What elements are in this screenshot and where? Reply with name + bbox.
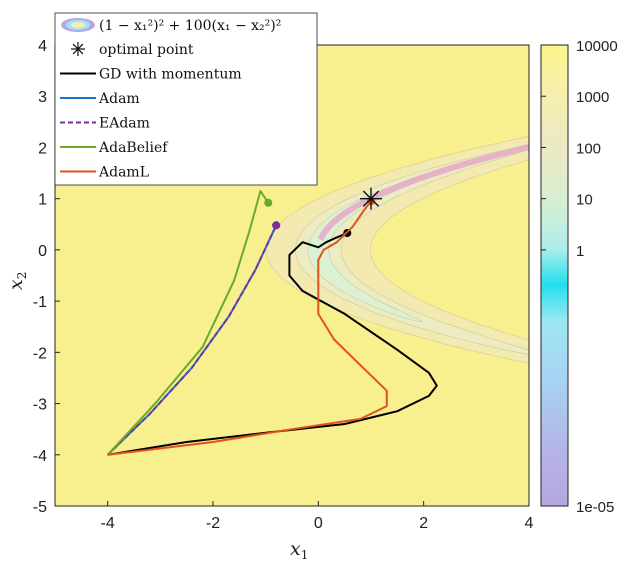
legend-entry-adam: Adam [60,91,140,107]
colorbar-gradient [540,44,569,507]
x-axis-label: x1 [290,538,308,562]
y-tick-label: 4 [38,38,47,55]
y-tick-label: -3 [33,397,47,414]
colorbar-ticks: 10000 1000 100 10 1 1e-05 [541,38,618,516]
y-tick-label: -2 [33,345,47,362]
legend-entry-adabelief: AdaBelief [60,140,169,156]
legend-entry-gd-with-momentum: GD with momentum [60,67,242,83]
colorbar-tick-label: 1 [576,243,584,260]
endpoint-adabelief [264,198,273,207]
trajectories [106,187,438,456]
legend-entry-adaml: AdamL [60,165,149,181]
colorbar-tick-label: 10 [576,192,593,209]
legend-entry-optimal-point: optimal point [71,42,194,58]
legend-entry-eadam: EAdam [60,116,150,132]
series-line-adabelief [106,190,270,456]
y-tick-label: 2 [38,140,47,157]
legend-function-label: (1 − x₁²)² + 100(x₁ − x₂²)² [99,18,281,34]
legend-label: EAdam [99,116,150,132]
legend-label: optimal point [99,42,194,58]
colorbar-tick-label: 10000 [576,38,618,55]
y-tick-label: -1 [33,294,47,311]
y-tick-label: 1 [38,192,47,209]
asterisk-stroke [362,190,380,207]
colorbar-tick-label: 1000 [576,89,609,106]
y-axis-label: x2 [5,272,29,290]
legend: (1 − x₁²)² + 100(x₁ − x₂²)² optimal poin… [54,12,318,186]
x-tick-label: 4 [525,515,534,532]
contour-swatch-core [71,22,85,28]
series-line-adaml [107,200,388,456]
legend-box [54,12,318,186]
y-tick-label: 3 [38,89,47,106]
y-tick-label: -5 [33,499,47,516]
optimal-point-marker [360,187,382,210]
y-tick-label: 0 [38,243,47,260]
asterisk-icon [72,43,84,55]
legend-label: AdamL [98,165,149,181]
x-tick-label: -2 [206,515,220,532]
y-tick-label: -4 [33,448,47,465]
legend-label: AdaBelief [98,140,169,156]
series-line-gd-with-momentum [107,232,438,456]
x-tick-label: -4 [101,515,115,532]
x-tick-label: 2 [419,515,428,532]
endpoint-eadam [272,221,281,230]
x-tick-label: 0 [314,515,323,532]
series-line-eadam [107,224,278,456]
axis-ticks: -4 -2 0 2 4 4 3 2 1 0 -1 -2 -3 -4 -5 [33,38,534,532]
colorbar-tick-label: 1e-05 [576,499,614,516]
colorbar-tick-label: 100 [576,140,601,157]
legend-label: GD with momentum [99,67,242,83]
colorbar: 10000 1000 100 10 1 1e-05 [540,38,618,516]
valley-highlight [317,143,529,241]
legend-label: Adam [98,91,140,107]
legend-entry-function: (1 − x₁²)² + 100(x₁ − x₂²)² [61,18,281,34]
